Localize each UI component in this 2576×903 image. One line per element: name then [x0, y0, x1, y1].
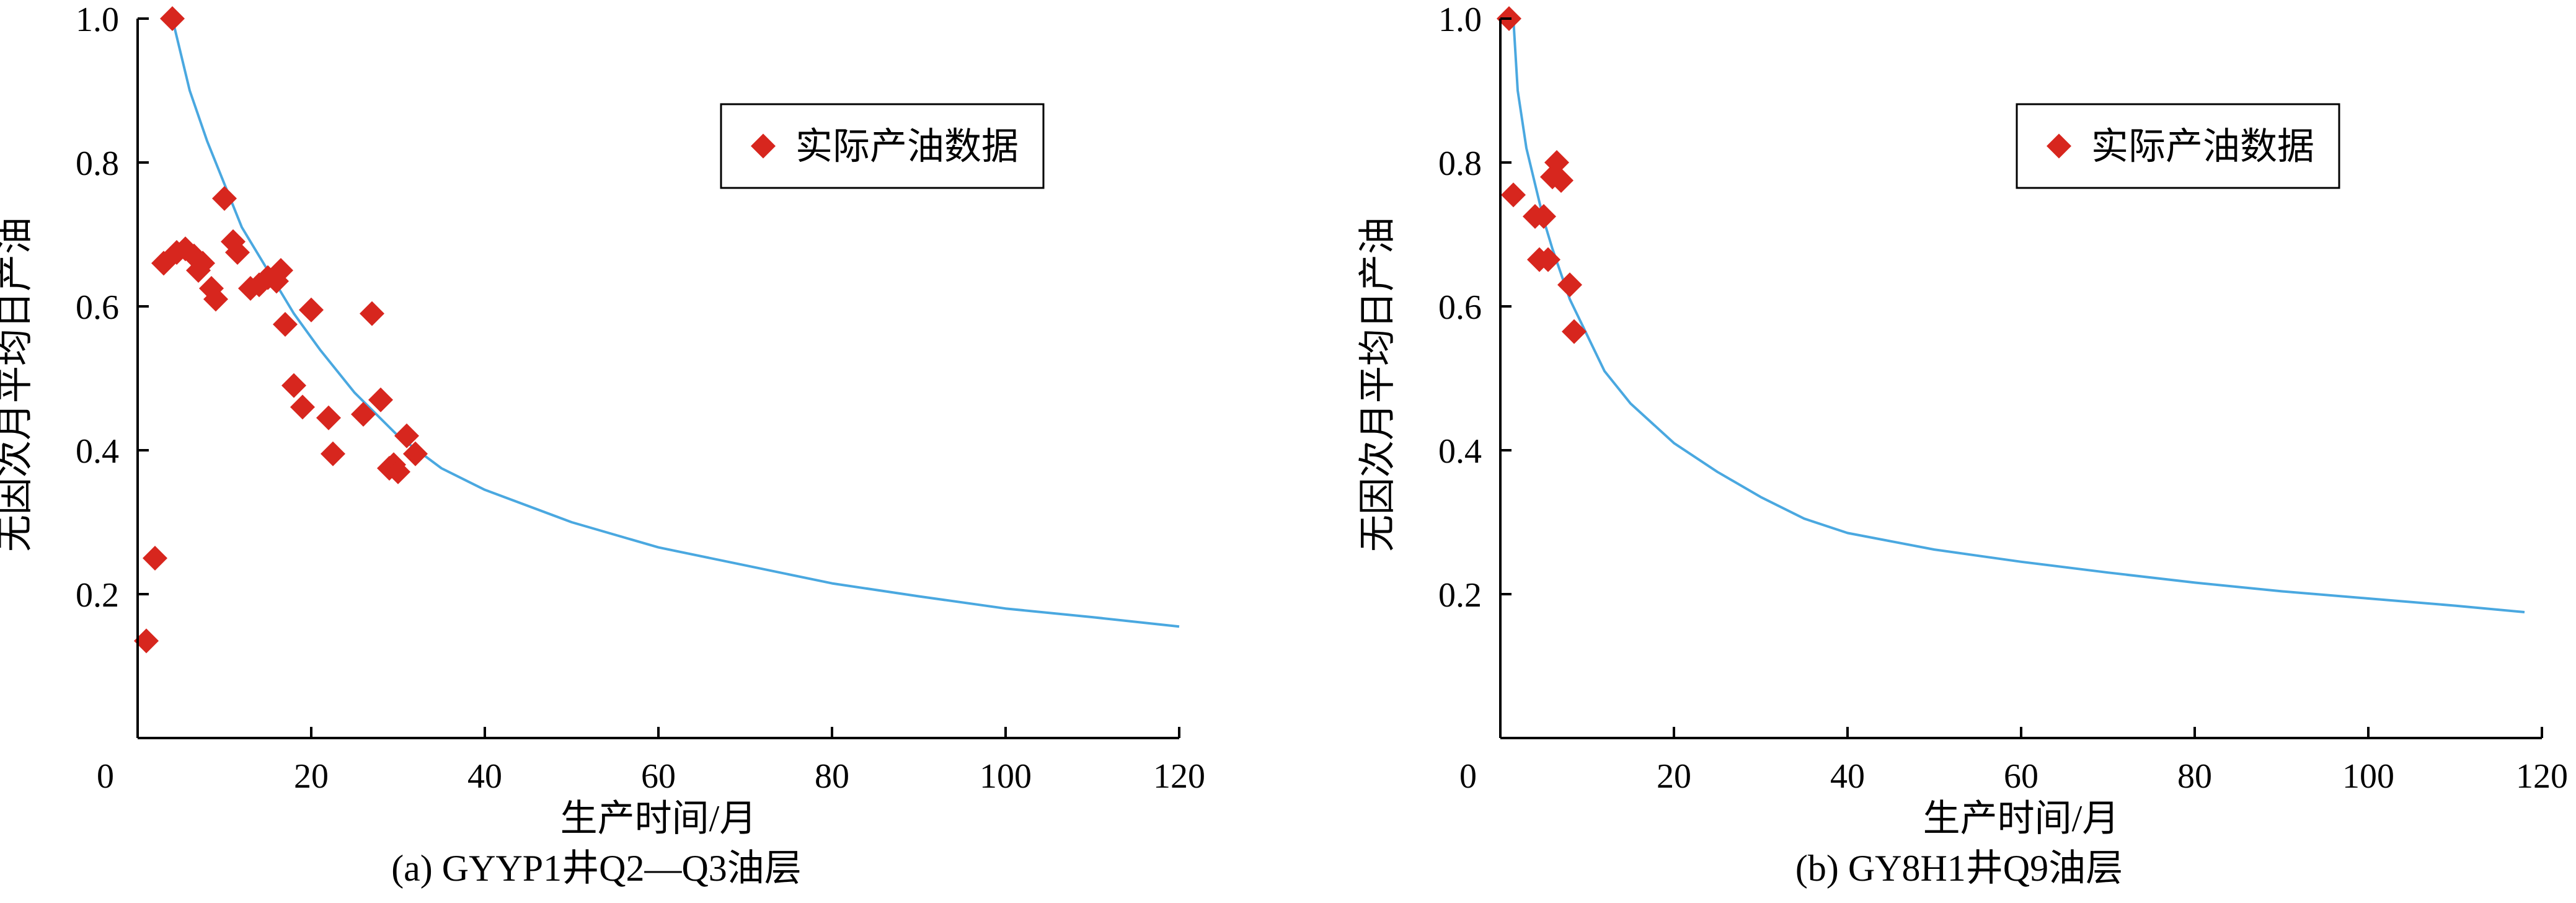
y-tick-label-b-0.4: 0.4 [1438, 432, 1482, 471]
legend-a: 实际产油数据 [720, 103, 1045, 189]
x-tick-label-b-60: 60 [2004, 757, 2038, 796]
legend-b: 实际产油数据 [2016, 103, 2340, 189]
y-tick-label-a-1.0: 1.0 [76, 1, 119, 39]
data-point-b-11 [1562, 319, 1587, 344]
x-axis-title-b: 生产时间/月 [1923, 798, 2120, 839]
data-point-a-21 [281, 373, 306, 398]
x-tick-label-a-40: 40 [467, 757, 502, 796]
x-ticks-b: 0 20 40 60 80 100 120 [1459, 727, 2568, 796]
y-tick-label-a-0.8: 0.8 [76, 145, 119, 183]
x-tick-label-b-0: 0 [1459, 757, 1477, 796]
data-point-a-12 [212, 186, 237, 211]
data-point-a-19 [268, 258, 293, 283]
legend-marker-a [751, 133, 776, 159]
markers-b [1497, 6, 1587, 344]
data-point-a-4 [160, 6, 185, 31]
x-tick-label-a-100: 100 [980, 757, 1032, 796]
data-point-a-32 [394, 423, 419, 448]
data-point-b-6 [1536, 247, 1560, 272]
x-tick-label-b-40: 40 [1830, 757, 1865, 796]
y-tick-label-b-0.6: 0.6 [1438, 288, 1482, 327]
data-point-a-26 [351, 402, 376, 427]
data-point-b-8 [1544, 150, 1569, 175]
panel-b: 0 20 40 60 80 100 120 0.2 0.4 0.6 0.8 1.0 生产时间/月 无… [1357, 1, 2568, 889]
x-tick-label-b-120: 120 [2516, 757, 2568, 796]
data-point-a-28 [368, 387, 393, 412]
y-axis-title-b: 无因次月平均日产油 [1357, 217, 1398, 552]
x-tick-label-b-20: 20 [1657, 757, 1691, 796]
x-tick-label-a-0: 0 [97, 757, 114, 796]
data-point-b-5 [1531, 204, 1556, 229]
caption-a: (a) GYYP1井Q2—Q3油层 [391, 848, 802, 889]
data-point-b-9 [1549, 168, 1573, 193]
legend-label-a: 实际产油数据 [795, 127, 1019, 167]
y-tick-label-a-0.4: 0.4 [76, 432, 119, 471]
data-point-a-2 [143, 546, 167, 571]
data-point-b-10 [1557, 272, 1582, 298]
y-tick-label-a-0.6: 0.6 [76, 288, 119, 327]
y-tick-label-a-0.2: 0.2 [76, 576, 119, 615]
y-ticks-b: 0.2 0.4 0.6 0.8 1.0 [1438, 1, 1512, 615]
x-tick-label-a-60: 60 [641, 757, 676, 796]
x-tick-label-b-80: 80 [2177, 757, 2212, 796]
x-ticks-a: 0 20 40 60 80 100 120 [97, 727, 1205, 796]
data-point-a-11 [203, 287, 228, 312]
y-tick-label-b-0.2: 0.2 [1438, 576, 1482, 615]
data-point-a-14 [225, 240, 250, 265]
x-tick-label-a-80: 80 [815, 757, 849, 796]
x-tick-label-a-20: 20 [294, 757, 329, 796]
data-point-a-1 [134, 628, 159, 654]
legend-marker-b [2047, 133, 2071, 159]
data-point-a-33 [403, 441, 428, 466]
data-point-a-31 [386, 459, 410, 484]
data-point-a-20 [273, 312, 298, 337]
data-point-b-2 [1501, 182, 1526, 208]
markers-a [134, 6, 428, 654]
y-tick-label-b-0.8: 0.8 [1438, 145, 1482, 183]
data-point-a-24 [316, 405, 341, 430]
y-ticks-a: 0.2 0.4 0.6 0.8 1.0 [76, 1, 149, 615]
legend-label-b: 实际产油数据 [2091, 127, 2314, 167]
caption-b: (b) GY8H1井Q9油层 [1795, 848, 2123, 889]
data-point-a-9 [190, 251, 215, 276]
y-tick-label-b-1.0: 1.0 [1438, 1, 1482, 39]
panel-a: 0 20 40 60 80 100 120 0.2 0.4 0.6 0.8 1.0 生产时间/月 无… [0, 1, 1205, 889]
x-tick-label-a-120: 120 [1153, 757, 1205, 796]
data-point-a-27 [360, 301, 384, 326]
data-point-a-25 [321, 441, 345, 466]
data-point-a-23 [299, 297, 324, 322]
data-point-a-22 [290, 394, 315, 420]
x-axis-title-a: 生产时间/月 [560, 798, 757, 839]
y-axis-title-a: 无因次月平均日产油 [0, 217, 35, 552]
x-tick-label-b-100: 100 [2342, 757, 2394, 796]
